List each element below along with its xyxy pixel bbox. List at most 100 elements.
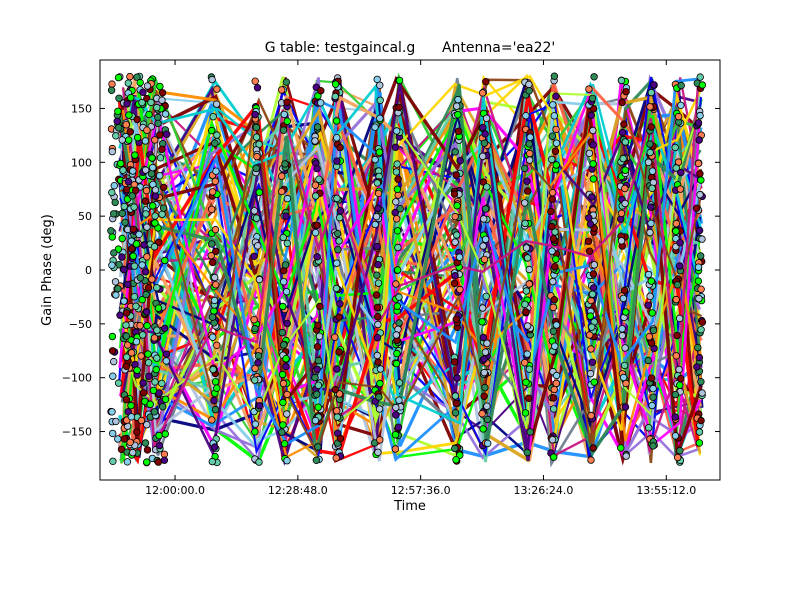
data-point: [479, 304, 487, 312]
data-point: [644, 158, 653, 166]
data-point: [548, 188, 557, 197]
data-point: [129, 167, 137, 175]
y-tick-label: 50: [78, 210, 92, 223]
data-point: [392, 280, 400, 288]
data-point: [117, 445, 126, 453]
data-point: [281, 160, 289, 168]
x-tick-label: 12:57:36.0: [391, 484, 451, 497]
y-tick-label: 150: [71, 102, 92, 115]
data-point: [521, 409, 530, 417]
data-point: [550, 296, 558, 304]
data-point: [392, 168, 401, 176]
data-point: [336, 213, 344, 222]
data-point: [317, 86, 325, 95]
data-point: [114, 73, 123, 82]
data-point: [127, 245, 136, 253]
data-point: [393, 302, 401, 310]
data-point: [375, 405, 384, 413]
data-point: [525, 80, 533, 89]
data-point: [648, 309, 656, 317]
data-point: [158, 210, 166, 218]
data-point: [525, 265, 533, 274]
data-point: [213, 85, 221, 93]
data-point: [107, 227, 115, 235]
data-point: [647, 219, 655, 227]
data-point: [376, 96, 384, 104]
data-point: [695, 226, 704, 235]
data-point: [550, 453, 558, 461]
data-point: [282, 288, 291, 296]
data-point: [376, 436, 384, 444]
data-point: [280, 440, 289, 448]
data-point: [314, 381, 323, 389]
data-point: [695, 439, 704, 447]
data-point: [481, 130, 489, 138]
data-point: [208, 240, 216, 248]
data-point: [676, 262, 684, 270]
data-point: [151, 192, 160, 200]
data-point: [143, 82, 152, 90]
data-point: [675, 314, 684, 323]
data-point: [479, 242, 487, 250]
data-point: [283, 410, 291, 418]
data-point: [283, 239, 291, 248]
data-point: [648, 401, 656, 410]
data-point: [133, 428, 141, 436]
data-point: [621, 166, 629, 174]
data-point: [120, 435, 129, 443]
data-point: [314, 443, 322, 451]
data-point: [283, 390, 291, 399]
data-point: [144, 359, 153, 367]
data-point: [335, 237, 343, 245]
data-point: [547, 207, 555, 216]
data-point: [251, 364, 259, 373]
data-point: [252, 214, 261, 222]
data-point: [697, 176, 705, 184]
data-point: [163, 130, 171, 138]
data-point: [311, 137, 319, 145]
data-point: [393, 227, 402, 235]
data-point: [212, 247, 220, 255]
x-tick-label: 13:55:12.0: [636, 484, 696, 497]
data-point: [373, 179, 381, 187]
data-point: [589, 141, 597, 149]
data-point: [590, 73, 598, 81]
data-point: [672, 219, 680, 228]
data-point: [480, 139, 489, 147]
data-point: [143, 446, 152, 454]
data-point: [282, 212, 290, 220]
data-point: [374, 279, 383, 287]
data-point: [145, 372, 153, 380]
data-point: [619, 294, 628, 303]
data-point: [150, 242, 159, 251]
data-point: [693, 363, 701, 371]
data-point: [617, 76, 626, 85]
data-point: [283, 457, 291, 465]
data-point: [482, 114, 491, 122]
data-point: [395, 319, 403, 327]
data-point: [481, 348, 490, 356]
data-point: [695, 294, 703, 303]
data-point: [144, 284, 153, 292]
y-axis: −150 −100 −50 0 50 100 150: [62, 102, 720, 439]
data-point: [333, 413, 341, 421]
data-point: [478, 89, 487, 97]
data-point: [314, 403, 322, 411]
data-point: [646, 140, 654, 148]
y-tick-label: −100: [62, 372, 92, 385]
data-point: [589, 160, 597, 168]
data-point: [587, 111, 595, 120]
data-point: [211, 281, 220, 289]
data-point: [212, 100, 221, 108]
data-point: [161, 395, 170, 403]
data-point: [139, 389, 148, 397]
data-point: [313, 343, 322, 351]
data-point: [128, 192, 136, 200]
data-point: [159, 183, 168, 192]
data-point: [620, 361, 629, 370]
data-point: [127, 93, 135, 102]
data-point: [141, 137, 150, 145]
data-point: [251, 324, 259, 333]
data-point: [130, 293, 139, 301]
data-point: [311, 228, 320, 237]
